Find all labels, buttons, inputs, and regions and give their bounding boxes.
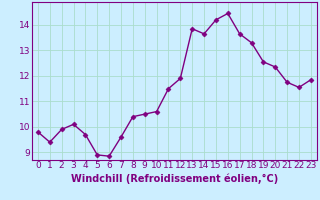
X-axis label: Windchill (Refroidissement éolien,°C): Windchill (Refroidissement éolien,°C) xyxy=(71,173,278,184)
